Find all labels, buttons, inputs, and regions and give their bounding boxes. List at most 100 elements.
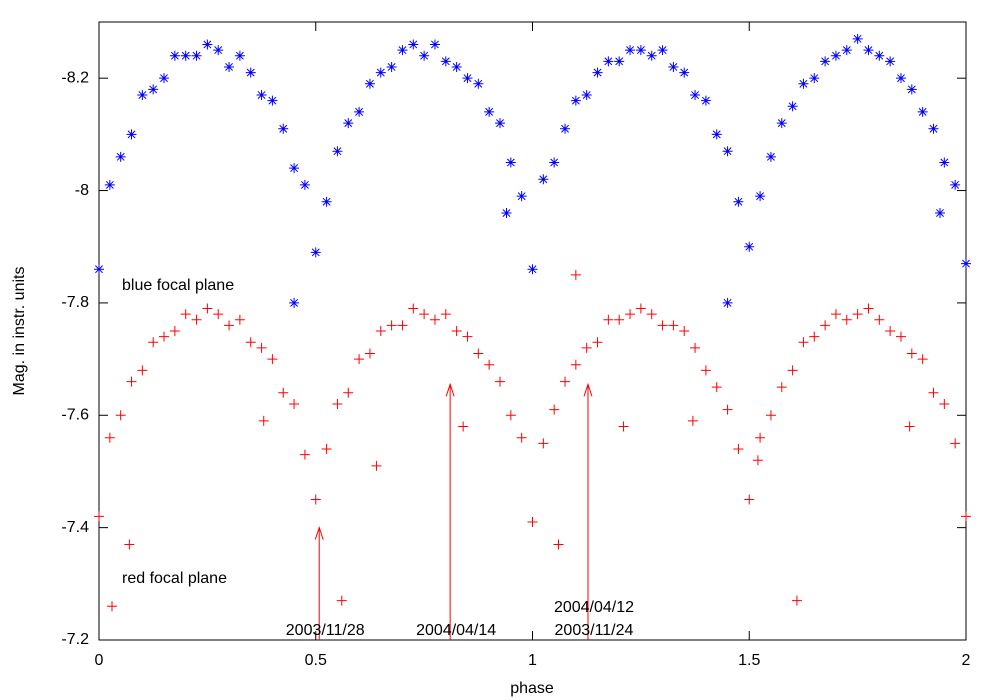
point: [581, 90, 592, 101]
point: [700, 365, 711, 376]
point: [928, 123, 939, 134]
point: [895, 331, 906, 342]
point: [961, 511, 971, 522]
point: [895, 73, 906, 84]
point: [538, 438, 549, 449]
point: [581, 342, 592, 353]
point: [755, 191, 766, 202]
point: [126, 376, 137, 387]
point: [809, 73, 820, 84]
point: [462, 73, 473, 84]
point: [820, 320, 831, 331]
point: [646, 50, 657, 61]
point: [386, 320, 397, 331]
point: [690, 90, 701, 101]
y-tick-label: -7.2: [61, 631, 89, 648]
point: [419, 309, 430, 320]
point: [321, 443, 332, 454]
point: [94, 264, 104, 275]
point: [473, 348, 484, 359]
point: [494, 118, 505, 129]
point: [657, 320, 668, 331]
point: [115, 410, 126, 421]
y-tick-label: -7.8: [61, 294, 89, 311]
point: [224, 320, 235, 331]
point: [429, 39, 440, 50]
point: [148, 84, 159, 95]
point: [440, 56, 451, 67]
point: [191, 50, 202, 61]
x-tick-label: 0: [95, 652, 104, 669]
point: [934, 208, 945, 219]
point: [169, 50, 180, 61]
point: [635, 45, 646, 56]
point: [549, 157, 560, 168]
point: [798, 337, 809, 348]
point: [397, 320, 408, 331]
point: [429, 314, 440, 325]
point: [700, 95, 711, 106]
point: [570, 359, 581, 370]
point: [560, 123, 571, 134]
point: [224, 61, 235, 72]
plot-frame: [98, 21, 967, 641]
point: [505, 410, 516, 421]
point: [744, 494, 755, 505]
point: [299, 449, 310, 460]
point: [852, 33, 863, 44]
point: [614, 314, 625, 325]
point: [364, 78, 375, 89]
point: [635, 303, 646, 314]
point: [755, 432, 766, 443]
annotation-text: 2004/04/12: [554, 599, 634, 616]
point: [570, 269, 581, 280]
point: [657, 45, 668, 56]
point: [776, 382, 787, 393]
point: [419, 50, 430, 61]
point: [950, 179, 961, 190]
point: [94, 511, 104, 522]
point: [258, 415, 269, 426]
point: [787, 365, 798, 376]
point: [354, 354, 365, 365]
series-label: red focal plane: [122, 570, 227, 587]
point: [354, 106, 365, 117]
point: [752, 455, 763, 466]
point: [906, 84, 917, 95]
point: [451, 326, 462, 336]
point: [408, 39, 419, 50]
point: [107, 601, 118, 612]
point: [928, 387, 939, 398]
point: [484, 359, 495, 370]
arrow-head: [314, 526, 324, 540]
point: [289, 399, 300, 410]
point: [202, 303, 213, 314]
point: [841, 45, 852, 56]
point: [679, 326, 690, 336]
point: [473, 78, 484, 89]
point: [267, 354, 278, 365]
point: [711, 382, 722, 393]
point: [148, 337, 159, 348]
point: [625, 309, 636, 320]
point: [124, 539, 135, 550]
point: [690, 342, 701, 353]
point: [213, 45, 224, 56]
point: [462, 331, 473, 342]
point: [451, 61, 462, 72]
point: [939, 399, 950, 410]
point: [408, 303, 419, 314]
annotation-text: 2003/11/28: [286, 622, 365, 639]
point: [809, 331, 820, 342]
point: [115, 151, 126, 162]
x-tick-label: 2: [962, 652, 971, 669]
y-axis-label: Mag. in instr. units: [11, 267, 28, 396]
y-tick-label: -7.4: [61, 519, 89, 536]
point: [267, 95, 278, 106]
point: [289, 163, 300, 174]
point: [679, 67, 690, 78]
point: [245, 337, 256, 348]
point: [289, 297, 300, 308]
point: [733, 196, 744, 207]
point: [375, 326, 386, 336]
